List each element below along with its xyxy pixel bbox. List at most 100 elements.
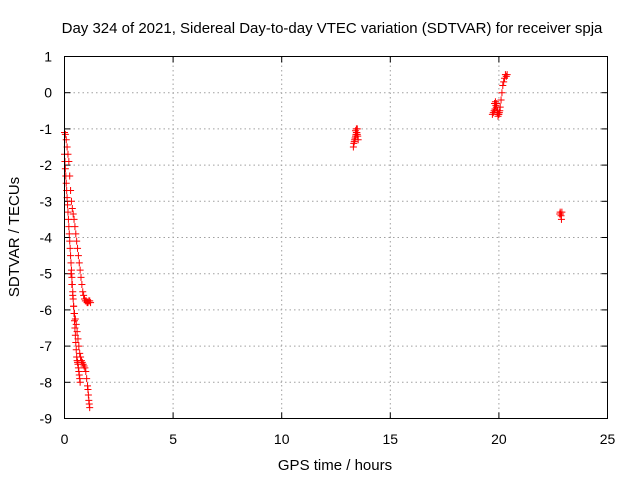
plot-frame [64, 56, 608, 419]
data-point [557, 215, 565, 223]
series-sat-b [61, 129, 95, 307]
data-point [77, 273, 85, 281]
data-point [82, 367, 90, 375]
data-point [492, 103, 500, 111]
data-point [76, 349, 84, 357]
x-tick-labels: 0 5 10 15 20 25 [61, 431, 616, 447]
data-point [74, 252, 82, 260]
data-point [68, 205, 76, 213]
data-point [494, 112, 502, 120]
data-point [86, 297, 94, 305]
data-point [70, 317, 78, 325]
y-tick-labels: -9 -8 -7 -6 -5 -4 -3 -2 -1 0 1 [40, 49, 53, 427]
data-point [75, 342, 83, 350]
data-point [80, 362, 88, 370]
data-point [500, 78, 508, 86]
data-point [64, 201, 72, 209]
x-tick-label: 0 [61, 431, 69, 447]
y-tick-label: -3 [40, 193, 53, 209]
y-tick-label: 1 [44, 49, 52, 65]
data-point [66, 237, 74, 245]
data-point [70, 215, 78, 223]
data-point [69, 291, 77, 299]
axis-ticks [64, 56, 608, 419]
x-axis-label: GPS time / hours [278, 457, 392, 474]
data-point [61, 130, 69, 138]
data-point [501, 74, 509, 82]
data-point [76, 266, 84, 274]
data-point [66, 244, 74, 252]
data-point [354, 136, 362, 144]
data-point [62, 136, 70, 144]
series-sat-a [61, 150, 84, 386]
y-tick-label: -1 [40, 121, 53, 137]
data-point [502, 72, 510, 80]
data-point [498, 89, 506, 97]
chart-title: Day 324 of 2021, Sidereal Day-to-day VTE… [62, 20, 603, 37]
data-point [71, 331, 79, 339]
data-point [70, 302, 78, 310]
series-sat-f [556, 208, 566, 223]
data-points [61, 71, 566, 412]
data-point [558, 208, 566, 216]
data-point [491, 98, 499, 106]
data-point [495, 110, 503, 118]
data-point [499, 81, 507, 89]
series-sat-e [488, 71, 511, 120]
data-point [496, 107, 504, 115]
data-point [67, 197, 75, 205]
data-point [74, 244, 82, 252]
data-point [77, 357, 85, 365]
y-tick-label: 0 [44, 85, 52, 101]
data-point [68, 281, 76, 289]
data-point [67, 270, 75, 278]
y-tick-label: -2 [40, 157, 53, 173]
data-point [65, 230, 73, 238]
data-point [71, 223, 79, 231]
data-point [79, 288, 87, 296]
data-point [73, 237, 81, 245]
data-point [71, 324, 79, 332]
data-point [76, 378, 84, 386]
data-point [71, 315, 79, 323]
data-point [68, 273, 76, 281]
series-sat-d [349, 125, 362, 151]
x-tick-label: 10 [274, 431, 290, 447]
data-point [87, 299, 95, 307]
data-point [78, 281, 86, 289]
y-tick-label: -4 [40, 230, 53, 246]
y-tick-label: -7 [40, 338, 53, 354]
y-tick-label: -9 [40, 411, 53, 427]
x-tick-label: 25 [600, 431, 616, 447]
data-point [65, 223, 73, 231]
x-tick-label: 20 [491, 431, 507, 447]
data-point [503, 71, 511, 79]
data-point [80, 291, 88, 299]
data-point [67, 186, 75, 194]
data-point [72, 346, 80, 354]
y-axis-label: SDTVAR / TECUs [6, 177, 23, 297]
x-tick-label: 5 [169, 431, 177, 447]
data-point [62, 179, 70, 187]
data-point [67, 259, 75, 267]
data-point [77, 353, 85, 361]
data-point [69, 210, 77, 218]
data-point [352, 127, 360, 135]
grid [64, 56, 608, 419]
data-point [64, 150, 72, 158]
data-point [64, 208, 72, 216]
series-sat-c [67, 270, 94, 412]
data-point [79, 360, 87, 368]
data-point [497, 96, 505, 104]
x-tick-label: 15 [383, 431, 399, 447]
data-point [491, 100, 499, 108]
y-tick-label: -8 [40, 374, 53, 390]
data-point [74, 335, 82, 343]
y-tick-label: -6 [40, 302, 53, 318]
y-tick-label: -5 [40, 266, 53, 282]
data-point [80, 295, 88, 303]
data-point [488, 110, 496, 118]
data-point [66, 172, 74, 180]
data-point [73, 328, 81, 336]
